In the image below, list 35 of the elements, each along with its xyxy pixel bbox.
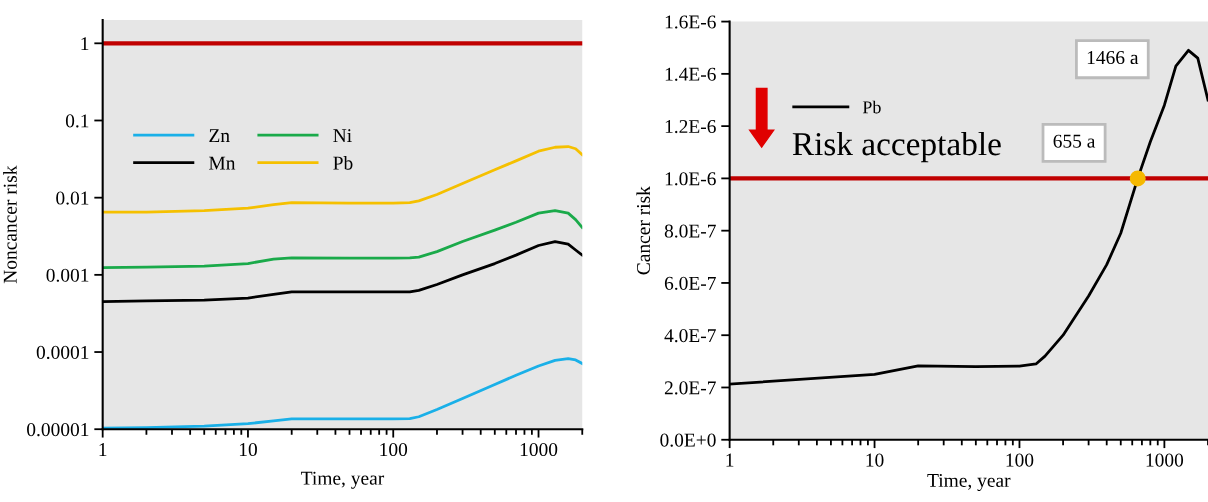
x-tick-label: 10 <box>239 442 257 457</box>
x-axis-title: Time, year <box>927 473 1011 491</box>
x-tick-label: 100 <box>1006 453 1034 467</box>
y-tick-label: 1.6E-6 <box>665 15 716 29</box>
y-tick-label: 0.1 <box>65 114 89 128</box>
y-axis-title: Noncancer risk <box>3 165 17 284</box>
legend-label: Ni <box>333 129 352 142</box>
y-tick-label: 6.0E-7 <box>664 276 716 290</box>
x-tick-label: 10 <box>866 453 884 467</box>
y-tick-label: 8.0E-7 <box>664 224 716 238</box>
y-tick-label: 0.0E+0 <box>660 433 716 447</box>
legend-label: Pb <box>862 100 881 114</box>
y-tick-label: 2.0E-7 <box>664 381 716 395</box>
y-tick-label: 0.00001 <box>27 423 89 437</box>
x-tick-label: 100 <box>380 442 408 457</box>
y-tick-label: 0.001 <box>46 268 89 282</box>
y-tick-label: 4.0E-7 <box>664 329 716 343</box>
annotation: Risk acceptable <box>792 131 1001 163</box>
y-tick-label: 1.4E-6 <box>665 67 716 81</box>
legend-label: Zn <box>209 129 230 142</box>
y-tick-label: 1.0E-6 <box>665 172 716 186</box>
legend-label: Mn <box>209 156 236 170</box>
x-tick-label: 1000 <box>1146 453 1184 467</box>
y-tick-label: 0.01 <box>56 191 89 205</box>
x-axis-title: Time, year <box>301 471 385 489</box>
y-tick-label: 1 <box>81 37 89 51</box>
x-tick-label: 1 <box>99 443 107 456</box>
x-tick-label: 1 <box>726 453 734 467</box>
y-tick-label: 1.2E-6 <box>665 120 716 134</box>
y-tick-label: 0.0001 <box>36 345 89 360</box>
y-axis-title: Cancer risk <box>636 186 651 275</box>
annotation: 655 a <box>1053 134 1096 148</box>
legend-label: Pb <box>333 155 353 170</box>
x-tick-label: 1000 <box>520 442 558 457</box>
annotation: 1466 a <box>1087 51 1139 65</box>
